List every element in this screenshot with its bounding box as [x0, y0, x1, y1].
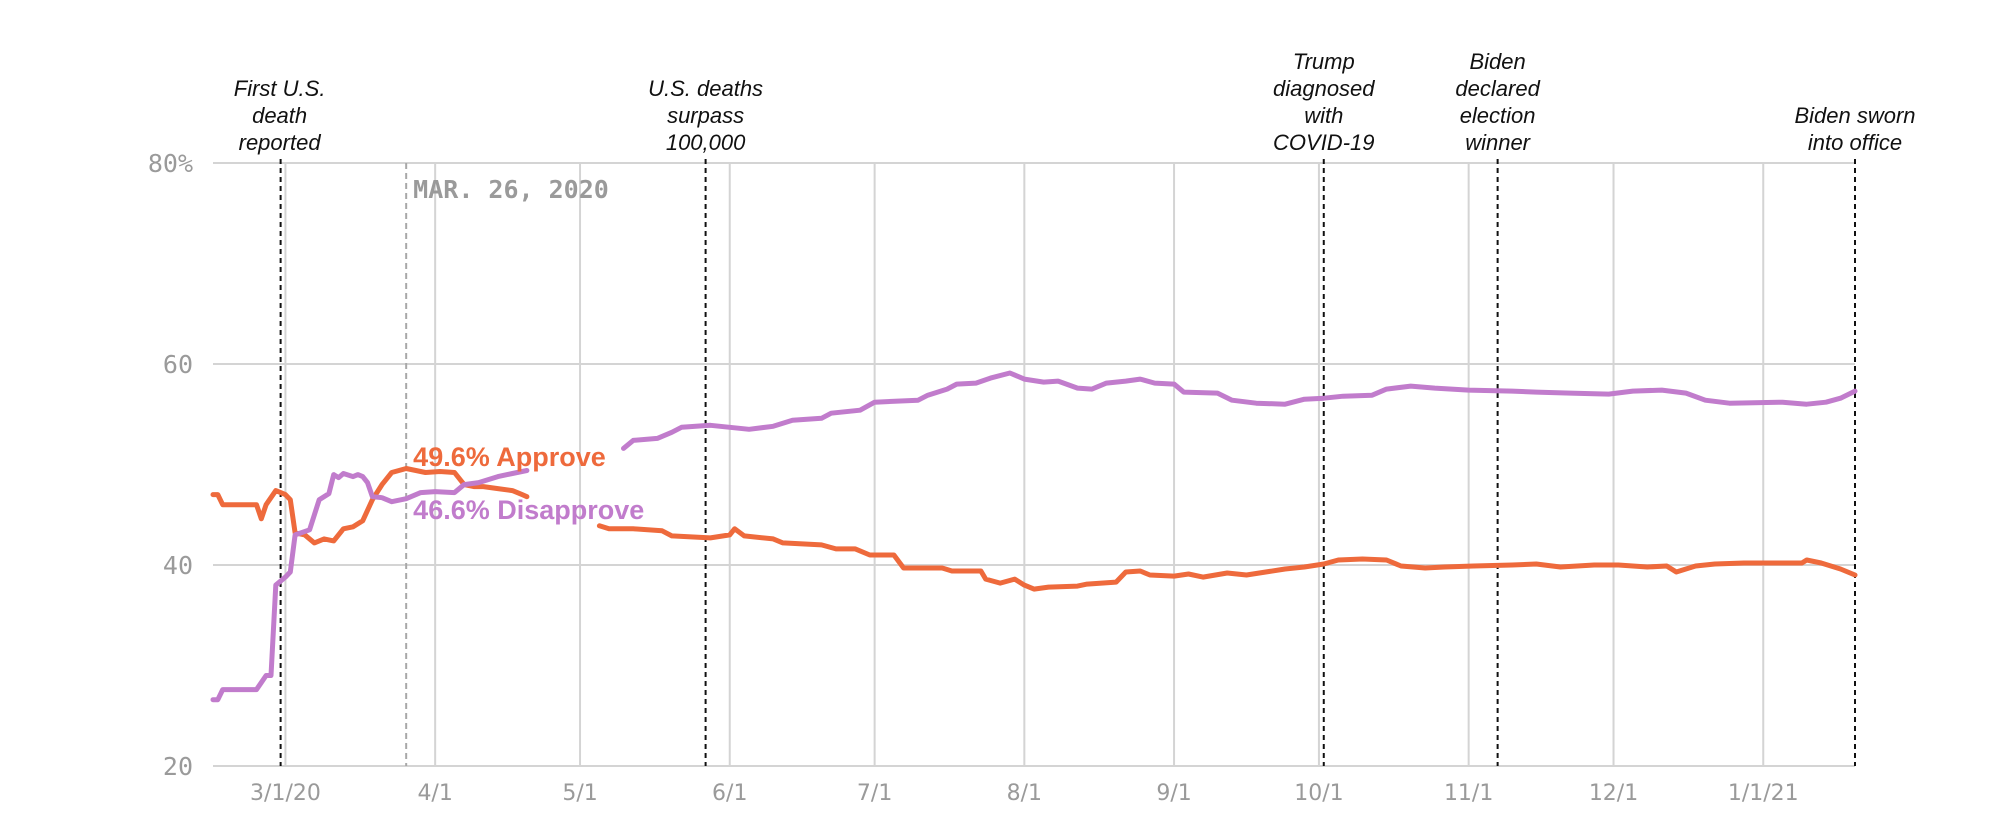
event-label-line: First U.S. — [234, 76, 326, 101]
x-tick-label: 11/1 — [1444, 781, 1493, 806]
event-label-line: 100,000 — [666, 130, 746, 155]
grid-layer: 80% 60 40 20 3/1/20 4/1 5/1 6/1 7/1 8/1 9/1 10/1 11/… — [148, 149, 1855, 806]
event-markers — [220, 46, 1915, 766]
y-tick-label: 20 — [163, 752, 193, 781]
x-tick-label: 1/1/21 — [1728, 781, 1799, 806]
series-line-disapprove — [210, 468, 530, 703]
event-label-line: winner — [1465, 130, 1531, 155]
event-label-bg — [1795, 100, 1915, 158]
y-tick-label: 80% — [148, 149, 193, 178]
event-label-bg — [1263, 46, 1384, 158]
series-lines — [210, 370, 1858, 703]
event-label-line: into office — [1808, 130, 1902, 155]
event-label-line: death — [252, 103, 307, 128]
event-label-line: Biden sworn — [1794, 103, 1915, 128]
x-tick-label: 6/1 — [712, 781, 747, 806]
x-tick-label: 12/1 — [1589, 781, 1638, 806]
event-label-bg — [220, 73, 341, 158]
series-line-approve — [210, 466, 530, 546]
series-line-approve-late — [596, 523, 1858, 592]
x-tick-label: 10/1 — [1294, 781, 1343, 806]
y-tick-label: 60 — [163, 350, 193, 379]
hover-date-label: MAR. 26, 2020 — [413, 175, 609, 204]
approve-value-label: 49.6% Approve — [413, 442, 606, 472]
event-label-line: reported — [239, 130, 322, 155]
event-label-line: declared — [1455, 76, 1540, 101]
x-tick-label: 9/1 — [1156, 781, 1191, 806]
event-label-line: diagnosed — [1273, 76, 1375, 101]
x-tick-label: 7/1 — [857, 781, 892, 806]
event-label-line: Trump — [1293, 49, 1355, 74]
event-label-line: surpass — [667, 103, 744, 128]
event-label-line: election — [1460, 103, 1536, 128]
event-label-line: Biden — [1469, 49, 1525, 74]
x-tick-label: 5/1 — [562, 781, 597, 806]
x-tick-label: 4/1 — [417, 781, 452, 806]
event-label-line: COVID-19 — [1273, 130, 1374, 155]
event-label-line: U.S. deaths — [648, 76, 763, 101]
series-line-disapprove-late — [621, 370, 1858, 451]
x-tick-label: 3/1/20 — [250, 781, 321, 806]
y-tick-label: 40 — [163, 551, 193, 580]
event-label-bg — [645, 73, 766, 158]
x-tick-label: 8/1 — [1007, 781, 1042, 806]
event-label-bg — [1437, 46, 1558, 158]
event-label-line: with — [1304, 103, 1343, 128]
disapprove-value-label: 46.6% Disapprove — [413, 495, 644, 525]
